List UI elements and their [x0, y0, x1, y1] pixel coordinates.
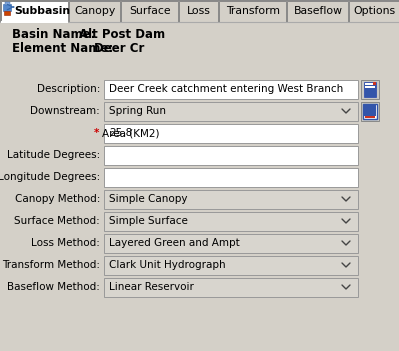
- Bar: [365, 82, 375, 85]
- Bar: [349, 1, 399, 22]
- Text: Canopy: Canopy: [74, 6, 116, 16]
- Bar: [104, 256, 358, 274]
- Text: Simple Surface: Simple Surface: [109, 216, 188, 226]
- Bar: [179, 1, 218, 22]
- Text: Longitude Degrees:: Longitude Degrees:: [0, 172, 100, 182]
- Text: Canopy Method:: Canopy Method:: [15, 194, 100, 204]
- Bar: [287, 1, 348, 22]
- Bar: [3, 4, 11, 11]
- Bar: [104, 79, 358, 99]
- Text: Surface: Surface: [129, 6, 171, 16]
- Bar: [104, 190, 358, 208]
- Bar: [104, 101, 358, 120]
- Text: Deer Cr: Deer Cr: [94, 41, 144, 54]
- Bar: [361, 79, 379, 99]
- Text: Loss Method:: Loss Method:: [31, 238, 100, 248]
- Text: Simple Canopy: Simple Canopy: [109, 194, 188, 204]
- Bar: [5, 2, 10, 5]
- Text: Clark Unit Hydrograph: Clark Unit Hydrograph: [109, 260, 225, 270]
- Text: Transform: Transform: [226, 6, 280, 16]
- Text: Element Name:: Element Name:: [12, 41, 113, 54]
- Bar: [219, 1, 286, 22]
- Text: Description:: Description:: [37, 84, 100, 94]
- Bar: [4, 11, 10, 15]
- Text: Baseflow: Baseflow: [294, 6, 342, 16]
- Bar: [104, 124, 358, 143]
- Bar: [121, 1, 178, 22]
- Bar: [361, 101, 379, 120]
- Text: Surface Method:: Surface Method:: [14, 216, 100, 226]
- Text: Options: Options: [354, 6, 395, 16]
- Text: Transform Method:: Transform Method:: [2, 260, 100, 270]
- Text: Alt Post Dam: Alt Post Dam: [79, 27, 165, 40]
- Bar: [365, 115, 375, 118]
- Bar: [363, 104, 377, 119]
- Text: Deer Creek catchment entering West Branch: Deer Creek catchment entering West Branc…: [109, 84, 343, 94]
- Bar: [104, 212, 358, 231]
- Bar: [104, 167, 358, 186]
- Text: Basin Name:: Basin Name:: [12, 27, 95, 40]
- Text: Loss: Loss: [187, 6, 211, 16]
- Text: Linear Reservoir: Linear Reservoir: [109, 282, 194, 292]
- Text: Latitude Degrees:: Latitude Degrees:: [7, 150, 100, 160]
- Text: Baseflow Method:: Baseflow Method:: [7, 282, 100, 292]
- Text: Subbasin: Subbasin: [14, 6, 70, 16]
- Text: Area (KM2): Area (KM2): [102, 128, 160, 138]
- Bar: [373, 81, 376, 85]
- Bar: [364, 81, 376, 97]
- Bar: [1, 1, 68, 22]
- Text: Layered Green and Ampt: Layered Green and Ampt: [109, 238, 240, 248]
- Text: Spring Run: Spring Run: [109, 106, 166, 116]
- Bar: [104, 233, 358, 252]
- Text: *: *: [94, 128, 99, 138]
- Bar: [364, 105, 376, 115]
- Bar: [104, 278, 358, 297]
- Bar: [69, 1, 120, 22]
- Bar: [365, 86, 375, 87]
- Text: Downstream:: Downstream:: [30, 106, 100, 116]
- Text: 25.8: 25.8: [109, 128, 132, 138]
- Bar: [104, 146, 358, 165]
